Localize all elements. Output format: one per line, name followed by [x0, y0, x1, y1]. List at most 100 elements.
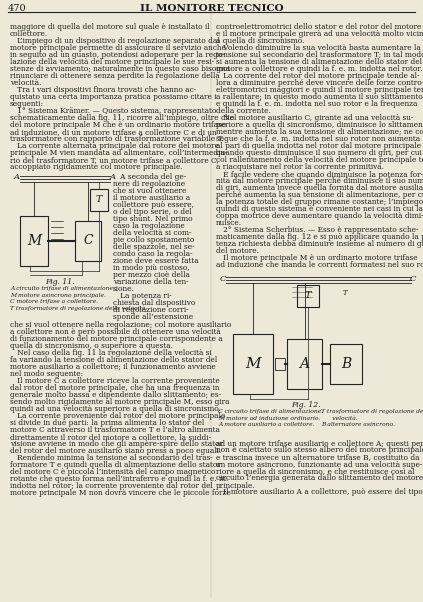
Text: variazione della ten-: variazione della ten-: [113, 278, 189, 286]
Text: indotta nel rotor; la corrente proveniente dal rotor del: indotta nel rotor; la corrente provenien…: [10, 482, 213, 490]
Text: al pari di quella indotta nel rotor dal motore principale: al pari di quella indotta nel rotor dal …: [216, 142, 421, 150]
Text: La corrente del rotor del motore principale tende al-: La corrente del rotor del motore princip…: [216, 72, 420, 80]
Text: visione avviene in modo che gli ampère-spire dello stator: visione avviene in modo che gli ampère-s…: [10, 440, 223, 448]
Text: che si vuol ottenere nella regolazione; col motore ausiliario: che si vuol ottenere nella regolazione; …: [10, 321, 231, 329]
Text: e trascina invece un alternatore trifase B, costituito da: e trascina invece un alternatore trifase…: [216, 453, 420, 462]
Text: 1° Sistema Krämer. — Questo sistema, rappresentato: 1° Sistema Krämer. — Questo sistema, rap…: [10, 107, 217, 115]
Text: principale M vien mandata ad alimentare, coll’intermedia-: principale M vien mandata ad alimentare,…: [10, 149, 227, 157]
Text: velocità.: velocità.: [321, 415, 358, 421]
Text: T: T: [343, 289, 348, 297]
Text: generale molto bassa e dipendente dallo slittamento; es-: generale molto bassa e dipendente dallo …: [10, 391, 221, 399]
Text: lora a diminuire perché deve vincere delle forze contro-: lora a diminuire perché deve vincere del…: [216, 79, 423, 87]
Text: trasformatore con rapporto di trasformazione variabile T.: trasformatore con rapporto di trasformaz…: [10, 135, 224, 143]
Text: di regolazione corri-: di regolazione corri-: [113, 306, 189, 314]
Text: del motore principale M che è un ordinario motore trifase: del motore principale M che è un ordinar…: [10, 121, 226, 129]
Text: fa variando la tensione di alimentazione dello stator del: fa variando la tensione di alimentazione…: [10, 356, 217, 364]
Text: in seguito ad un guasto, potendosi adoperare per la rego-: in seguito ad un guasto, potendosi adope…: [10, 51, 225, 59]
Text: C motore trifase a collettore.: C motore trifase a collettore.: [10, 299, 98, 304]
Text: T: T: [96, 196, 102, 205]
Text: non è calettato sullo stesso albero del motore principale: non è calettato sullo stesso albero del …: [216, 447, 423, 455]
Text: del motore C è piccola l’intensità del campo magnetico: del motore C è piccola l’intensità del c…: [10, 468, 215, 476]
Text: Fig. 12.: Fig. 12.: [291, 401, 321, 409]
Text: del motore.: del motore.: [216, 247, 259, 255]
Text: Il motore principale M è un ordinario motore trifase: Il motore principale M è un ordinario mo…: [216, 254, 418, 262]
Text: collettore può essere,: collettore può essere,: [113, 201, 194, 209]
Text: coppa motrice deve aumentare quando la velocità dimi-: coppa motrice deve aumentare quando la v…: [216, 212, 423, 220]
Text: tensione sul secondario del trasformatore T; in tal modo: tensione sul secondario del trasformator…: [216, 51, 423, 59]
Text: lazione della velocità del motore principale le sue resi-: lazione della velocità del motore princi…: [10, 58, 214, 66]
Text: seguenti:: seguenti:: [10, 100, 44, 108]
Text: M: M: [27, 234, 41, 248]
Text: B: B: [341, 357, 351, 371]
Text: a quella di sincronismo.: a quella di sincronismo.: [216, 37, 305, 45]
Text: Il motore C a collettore riceve la corrente proveniente: Il motore C a collettore riceve la corre…: [10, 377, 220, 385]
Text: controelettromotrici dello stator e del rotor del motore C: controelettromotrici dello stator e del …: [216, 23, 423, 31]
Text: A motore ausiliario a collettore.: A motore ausiliario a collettore.: [218, 422, 314, 427]
Text: M motore ad induzione ordinario.: M motore ad induzione ordinario.: [218, 415, 320, 421]
Text: dal rotor del motore principale, che ha una frequenza in: dal rotor del motore principale, che ha …: [10, 384, 220, 392]
Bar: [20, 216, 48, 266]
Text: Rendendo minima la tensione al secondario del tras-: Rendendo minima la tensione al secondari…: [10, 454, 213, 462]
Text: riore a quella di sincronismo, e che restituisce così al: riore a quella di sincronismo, e che res…: [216, 468, 415, 476]
Text: maggiore di quella del motore sul quale è installato il: maggiore di quella del motore sul quale …: [10, 23, 210, 31]
Text: C: C: [410, 275, 416, 283]
Text: pie collo spostamento: pie collo spostamento: [113, 236, 195, 244]
Text: elettromotrici maggiori e quindi il motore principale tende: elettromotrici maggiori e quindi il moto…: [216, 86, 423, 94]
Text: È facile vedere che quando diminuisce la potenza for-: È facile vedere che quando diminuisce la…: [216, 170, 423, 179]
Text: il motore ausiliario a: il motore ausiliario a: [113, 194, 190, 202]
Text: che si vuol ottenere: che si vuol ottenere: [113, 187, 187, 195]
Text: direttamente il rotor del motore a collettore, la suddi-: direttamente il rotor del motore a colle…: [10, 433, 211, 441]
Text: stenze di avviamento; naturalmente in questo caso bisogna: stenze di avviamento; naturalmente in qu…: [10, 65, 230, 73]
Text: schematicamente dalla fig. 11, ricorre all’impiego, oltre che: schematicamente dalla fig. 11, ricorre a…: [10, 114, 234, 122]
Text: ad induzione, di un motore trifase a collettore C e di un: ad induzione, di un motore trifase a col…: [10, 128, 217, 136]
Text: M motore asincrono principale.: M motore asincrono principale.: [10, 293, 106, 297]
Text: T: T: [305, 291, 311, 300]
Bar: [233, 334, 273, 394]
Text: quindi di questo sistema è conveniente nei casi in cui la: quindi di questo sistema è conveniente n…: [216, 205, 423, 213]
Text: e il motore principale girerà ad una velocità molto vicina: e il motore principale girerà ad una vel…: [216, 30, 423, 38]
Text: 470: 470: [8, 4, 27, 13]
Text: ad induzione che manda le correnti formatesi nel suo rotor: ad induzione che manda le correnti forma…: [216, 261, 423, 269]
Text: La potenza ri-: La potenza ri-: [113, 292, 172, 300]
Text: quella di sincronismo, o superiore a questa.: quella di sincronismo, o superiore a que…: [10, 342, 173, 350]
Text: quindi ad una velocità superiore a quella di sincronismo.: quindi ad una velocità superiore a quell…: [10, 405, 221, 413]
Text: 2° Sistema Scherbius. — Esso è rappresentato sche-: 2° Sistema Scherbius. — Esso è rappresen…: [216, 226, 418, 234]
Text: motore principale M non dovrà vincere che le piccole forze: motore principale M non dovrà vincere ch…: [10, 489, 231, 497]
Text: del rotor del motore ausiliario siano press a poco eguali.: del rotor del motore ausiliario siano pr…: [10, 447, 221, 455]
Text: di funzionamento del motore principale corrispondente a: di funzionamento del motore principale c…: [10, 335, 222, 343]
Text: Il motore ausiliario A a collettore, può essere del tipo: Il motore ausiliario A a collettore, può…: [216, 488, 423, 497]
Text: della velocità si com-: della velocità si com-: [113, 229, 192, 237]
Text: motore a collettore e quindi la f. e. m. indotta nel rotor.: motore a collettore e quindi la f. e. m.…: [216, 65, 423, 73]
Text: principale.: principale.: [216, 482, 256, 489]
Text: rotante che questo forma nell’intraferro e quindi la f. e. m.: rotante che questo forma nell’intraferro…: [10, 475, 228, 483]
Text: sendo molto rigidamente al motore principale M, esso gira: sendo molto rigidamente al motore princi…: [10, 398, 230, 406]
Text: chiesta dal dispositivo: chiesta dal dispositivo: [113, 299, 195, 307]
Text: motore principale permette di assicurare il servizio anche: motore principale permette di assicurare…: [10, 44, 226, 52]
Text: caso la regolazione: caso la regolazione: [113, 222, 185, 230]
Text: un motore asincrono, funzionante ad una velocità supe-: un motore asincrono, funzionante ad una …: [216, 461, 423, 468]
Text: A: A: [299, 357, 310, 371]
Text: e quindi la f. e. m. indotta nel suo rotor e la frequenza: e quindi la f. e. m. indotta nel suo rot…: [216, 100, 418, 108]
Text: La corrente proveniente dal rotor del motore principale: La corrente proveniente dal rotor del mo…: [10, 412, 225, 420]
Text: col rallentamento della velocità del motore principale tende: col rallentamento della velocità del mot…: [216, 156, 423, 164]
Text: Tra i vari dispositivi finora trovati che hanno ac-: Tra i vari dispositivi finora trovati ch…: [10, 86, 196, 94]
Text: a collettore non è però possibile di ottenere una velocità: a collettore non è però possibile di ott…: [10, 328, 221, 336]
Text: collettore.: collettore.: [10, 30, 48, 38]
Text: Nel motore ausiliario C, girante ad una velocità su-: Nel motore ausiliario C, girante ad una …: [216, 114, 413, 122]
Text: velocità.: velocità.: [10, 79, 41, 87]
Text: sione.: sione.: [113, 285, 135, 293]
Text: quistato una certa importanza pratica possiamo citare i: quistato una certa importanza pratica po…: [10, 93, 217, 101]
Bar: [90, 189, 108, 211]
Text: T trasformatore di regolazione della velocità.: T trasformatore di regolazione della vel…: [10, 305, 147, 311]
Text: o del tipo serie, o del: o del tipo serie, o del: [113, 208, 192, 216]
Text: perché aumenta la sua tensione di alimentazione, per cui: perché aumenta la sua tensione di alimen…: [216, 191, 423, 199]
Text: si aumenta la tensione di alimentazione dello stator del: si aumenta la tensione di alimentazione …: [216, 58, 422, 66]
Text: motore C attraverso il trasformatore T e l’altro alimenta: motore C attraverso il trasformatore T e…: [10, 426, 220, 434]
Text: L’impiego di un dispositivo di regolazione separato dal: L’impiego di un dispositivo di regolazio…: [10, 37, 220, 45]
Text: maticamente dalla fig. 12 e si può applicare quando la po-: maticamente dalla fig. 12 e si può appli…: [216, 233, 423, 241]
Bar: [275, 358, 285, 370]
Bar: [330, 344, 362, 384]
Text: a rallentare; in questo modo aumenta il suo slittamento: a rallentare; in questo modo aumenta il …: [216, 93, 423, 101]
Text: nuisce.: nuisce.: [216, 219, 242, 227]
Text: in modo più costoso,: in modo più costoso,: [113, 264, 190, 272]
